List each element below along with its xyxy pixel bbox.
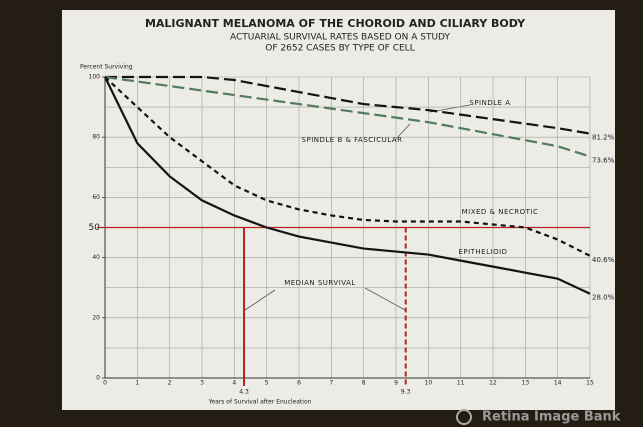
series-label: SPINDLE A <box>469 99 510 107</box>
x-tick-label: 9 <box>394 380 398 387</box>
median-label: MEDIAN SURVIVAL <box>284 279 356 287</box>
end-label: 73.6% <box>592 156 615 164</box>
y-tick-label: 100 <box>89 74 101 81</box>
card <box>62 10 615 410</box>
x-tick-label: 15 <box>586 380 594 387</box>
y-tick-label: 50 <box>89 223 101 233</box>
chart-title: MALIGNANT MELANOMA OF THE CHOROID AND CI… <box>145 17 526 30</box>
median-value: 4.3 <box>239 389 249 396</box>
leader-line <box>364 287 406 311</box>
y-tick-label: 40 <box>92 254 100 261</box>
series-line <box>104 76 591 295</box>
x-tick-label: 14 <box>554 380 562 387</box>
x-tick-label: 11 <box>457 380 465 387</box>
series-line <box>104 76 591 257</box>
x-tick-label: 4 <box>232 380 236 387</box>
watermark-icon <box>456 409 472 425</box>
series-label: SPINDLE B & FASCICULAR <box>302 136 403 144</box>
x-tick-label: 3 <box>200 380 204 387</box>
y-tick-label: 80 <box>92 134 100 141</box>
y-axis-label: Percent Surviving <box>80 64 133 71</box>
x-tick-label: 1 <box>135 380 139 387</box>
y-tick-label: 20 <box>92 314 100 321</box>
series-label: MIXED & NECROTIC <box>462 208 539 216</box>
series-line <box>105 75 591 135</box>
y-tick-label: 60 <box>92 194 100 201</box>
median-value: 9.3 <box>401 389 411 396</box>
x-tick-label: 13 <box>522 380 530 387</box>
x-tick-label: 7 <box>329 380 333 387</box>
x-tick-label: 5 <box>265 380 269 387</box>
x-axis-label: Years of Survival after Enucleation <box>208 399 312 406</box>
x-tick-label: 2 <box>168 380 172 387</box>
leader-line <box>244 289 276 311</box>
x-tick-label: 8 <box>362 380 366 387</box>
end-label: 40.6% <box>592 256 615 264</box>
end-label: 81.2% <box>592 134 615 142</box>
watermark: Retina Image Bank <box>482 410 621 425</box>
x-tick-label: 6 <box>297 380 301 387</box>
series-line <box>104 75 591 158</box>
x-tick-label: 0 <box>103 380 107 387</box>
chart-subtitle: OF 2652 CASES BY TYPE OF CELL <box>265 44 414 54</box>
chart-subtitle: ACTUARIAL SURVIVAL RATES BASED ON A STUD… <box>230 33 451 43</box>
series-label: EPITHELIOID <box>458 248 507 256</box>
x-tick-label: 10 <box>425 380 433 387</box>
x-tick-label: 12 <box>489 380 497 387</box>
end-label: 28.0% <box>592 294 615 302</box>
y-tick-label: 0 <box>96 375 100 382</box>
